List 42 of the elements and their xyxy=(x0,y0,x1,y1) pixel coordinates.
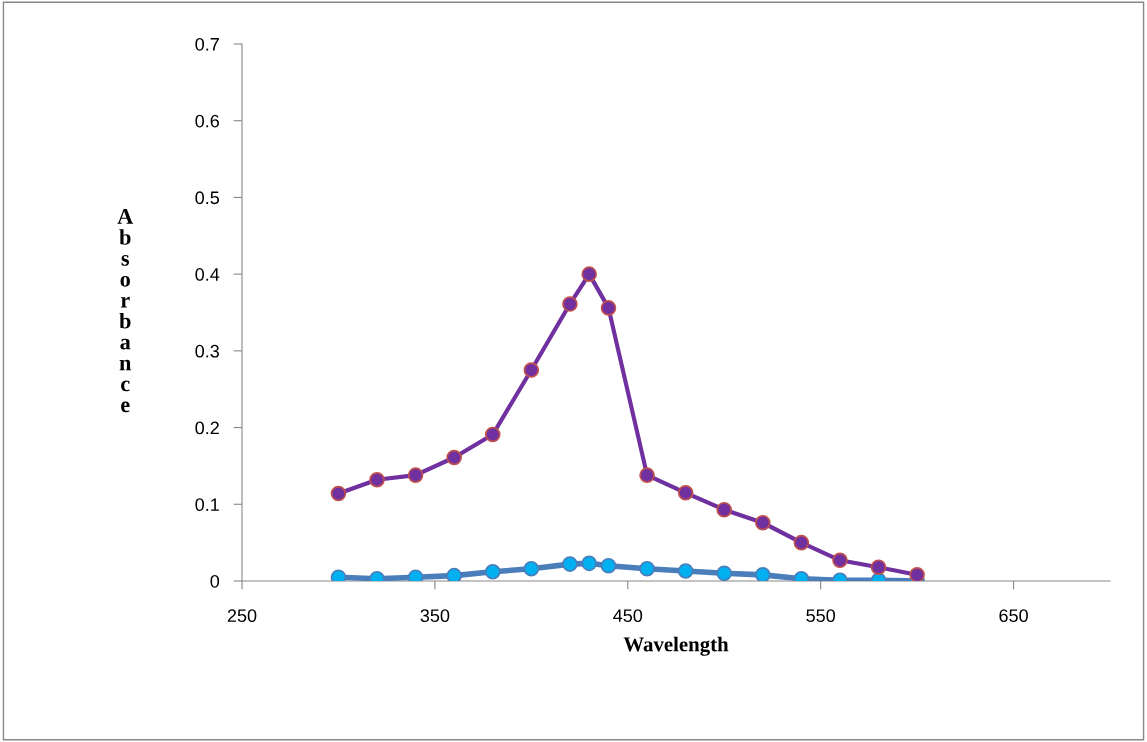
point xyxy=(832,552,848,569)
x-tick-label: 250 xyxy=(227,609,257,623)
point xyxy=(484,426,501,443)
point xyxy=(407,467,424,483)
point xyxy=(755,514,771,531)
point xyxy=(755,567,771,581)
point xyxy=(716,565,733,581)
x-tick-label: 450 xyxy=(613,609,643,623)
point xyxy=(523,560,540,577)
y-tick-label: 0.5 xyxy=(195,191,220,205)
point xyxy=(639,560,655,577)
point xyxy=(639,467,655,483)
point xyxy=(581,555,597,572)
point xyxy=(446,567,462,581)
point xyxy=(600,300,617,316)
point xyxy=(369,471,385,488)
x-tick-label: 650 xyxy=(999,609,1028,623)
point xyxy=(677,563,694,579)
point xyxy=(562,556,578,572)
point xyxy=(562,296,578,312)
y-tick-label: 0.3 xyxy=(195,344,219,358)
x-axis-title: Wavelength xyxy=(623,636,729,656)
text: Absorbance xyxy=(117,209,134,413)
y-tick-label: 0 xyxy=(210,574,220,588)
y-tick-label: 0.4 xyxy=(195,268,220,281)
point xyxy=(909,567,925,581)
y-tick-label: 0.2 xyxy=(195,421,219,435)
point xyxy=(523,362,540,378)
y-tick-label: 0.7 xyxy=(195,37,219,51)
y-tick-label: 0.6 xyxy=(195,114,219,128)
x-tick-label: 550 xyxy=(806,609,836,623)
point xyxy=(870,559,887,575)
point xyxy=(330,485,347,502)
point xyxy=(716,501,733,518)
point xyxy=(484,564,501,580)
point xyxy=(600,557,617,574)
y-tick-label: 0.1 xyxy=(195,498,219,512)
point xyxy=(793,534,810,551)
point xyxy=(581,266,597,282)
point xyxy=(677,484,694,501)
point xyxy=(446,449,462,466)
x-tick-label: 350 xyxy=(420,609,450,623)
